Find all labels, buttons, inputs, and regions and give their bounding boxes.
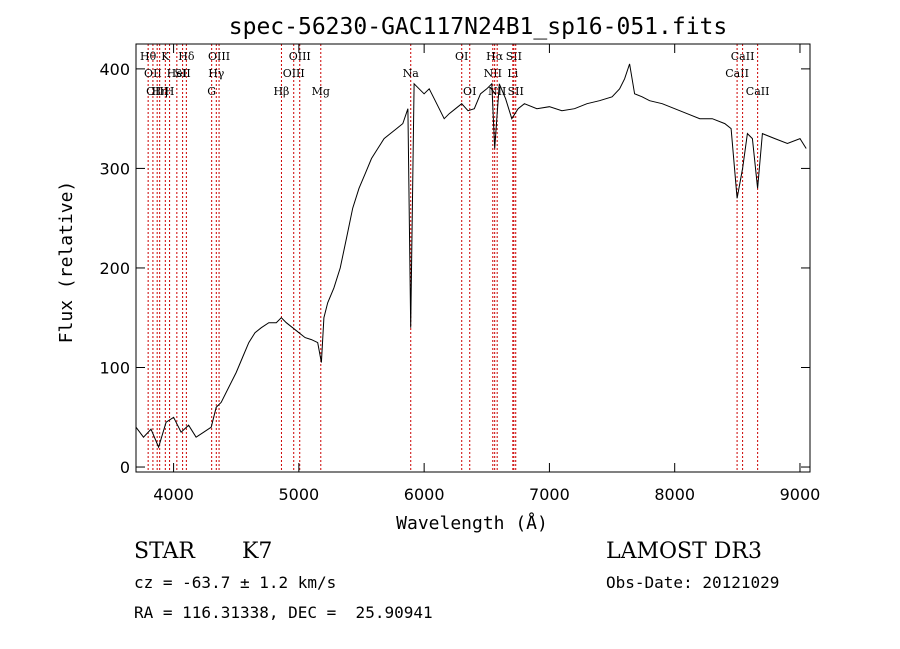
line-marker-label: Li — [507, 67, 518, 80]
redshift-velocity: cz = -63.7 ± 1.2 km/s — [134, 573, 337, 592]
y-axis-ticks: 0 100 200 300 400 — [99, 60, 810, 477]
line-marker-label: HeI — [167, 67, 187, 80]
line-marker-label: OII — [144, 67, 162, 80]
line-marker-label: K — [161, 50, 170, 63]
y-tick-label: 0 — [120, 458, 130, 477]
line-marker-label: OI — [455, 50, 468, 63]
line-marker-label: OI — [463, 85, 476, 98]
line-marker-label: OIII — [208, 50, 230, 63]
line-marker-label: H — [165, 85, 175, 98]
y-tick-label: 200 — [99, 259, 130, 278]
y-tick-label: 400 — [99, 60, 130, 79]
x-axis-ticks: 4000 5000 6000 7000 8000 9000 — [153, 44, 820, 504]
line-marker-label: OIII — [146, 85, 168, 98]
line-marker-label: Mg — [312, 85, 330, 98]
x-tick-label: 6000 — [404, 485, 445, 504]
survey-name: LAMOST DR3 — [606, 539, 762, 564]
line-marker-label: SII — [174, 67, 190, 80]
line-marker-label: CaII — [731, 50, 755, 63]
line-marker-label: Hθ — [140, 50, 157, 63]
line-marker-label: Hγ — [208, 67, 225, 80]
line-marker-label: NII — [488, 85, 506, 98]
line-marker-label: Hα — [486, 50, 504, 63]
line-marker-label: Na — [403, 67, 420, 80]
x-tick-label: 4000 — [153, 485, 194, 504]
object-subclass: K7 — [242, 539, 273, 564]
x-axis-label: Wavelength (Å) — [396, 512, 548, 534]
plot-frame — [135, 43, 811, 473]
observation-date: Obs-Date: 20121029 — [606, 573, 780, 592]
line-marker-label: G — [207, 85, 216, 98]
line-marker-label: OIII — [289, 50, 311, 63]
x-tick-label: 9000 — [780, 485, 821, 504]
line-marker-label: NII — [484, 67, 502, 80]
y-axis-label: Flux (relative) — [56, 181, 77, 344]
object-class: STAR — [134, 539, 195, 564]
line-marker-label: SII — [506, 50, 522, 63]
spectrum-line — [135, 63, 807, 449]
line-marker-label: Hδ — [178, 50, 195, 63]
coordinates: RA = 116.31338, DEC = 25.90941 — [134, 603, 433, 622]
line-marker-label: CaII — [746, 85, 770, 98]
chart-title: spec-56230-GAC117N24B1_sp16-051.fits — [229, 14, 728, 40]
y-tick-label: 100 — [99, 358, 130, 377]
line-marker-label: CaII — [725, 67, 749, 80]
x-tick-label: 7000 — [529, 485, 570, 504]
line-marker-label: Hβ — [273, 85, 289, 98]
y-tick-label: 300 — [99, 159, 130, 178]
x-tick-label: 5000 — [279, 485, 320, 504]
x-tick-label: 8000 — [654, 485, 695, 504]
line-marker-label: Hη — [152, 85, 168, 98]
line-markers: HθOIIOIIIHηKHHeISIIHδGHγOIIIHβOIIIOIIIMg… — [140, 44, 769, 472]
line-marker-label: SII — [508, 85, 524, 98]
line-marker-label: OIII — [283, 67, 305, 80]
